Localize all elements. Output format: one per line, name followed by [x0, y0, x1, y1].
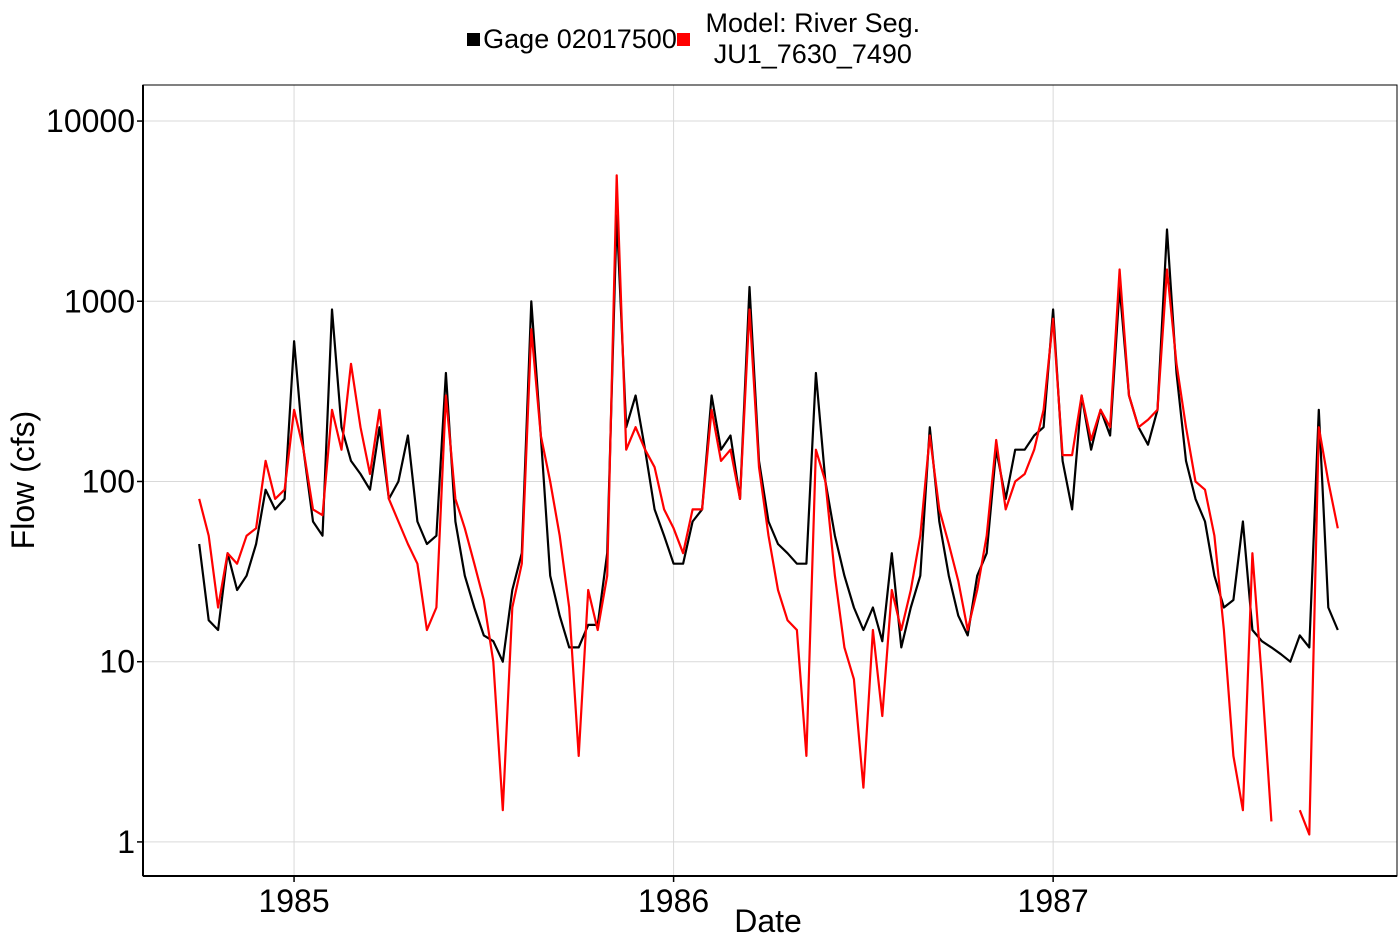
x-tick-label: 1987: [1018, 883, 1089, 919]
legend-label: Model: River Seg. JU1_7630_7490: [705, 8, 921, 69]
y-axis-title: Flow (cfs): [5, 411, 41, 550]
x-axis-title: Date: [734, 903, 802, 939]
x-tick-label: 1985: [258, 883, 329, 919]
x-tick-label: 1986: [638, 883, 709, 919]
y-tick-label: 100: [82, 463, 135, 499]
legend: Gage 02017500 Model: River Seg. JU1_7630_…: [0, 8, 1400, 70]
legend-item: Gage 02017500: [467, 24, 677, 55]
series-line: [198, 174, 1339, 836]
y-tick-label: 10: [99, 644, 135, 680]
legend-label: Gage 02017500: [483, 23, 677, 54]
y-tick-label: 1000: [64, 283, 135, 319]
plot-frame: [142, 84, 1398, 877]
legend-swatch: [467, 32, 481, 46]
y-tick-label: 10000: [46, 103, 135, 139]
legend-item: Model: River Seg. JU1_7630_7490: [676, 8, 933, 70]
y-tick-label: 1: [117, 824, 135, 860]
legend-swatch: [676, 32, 690, 46]
